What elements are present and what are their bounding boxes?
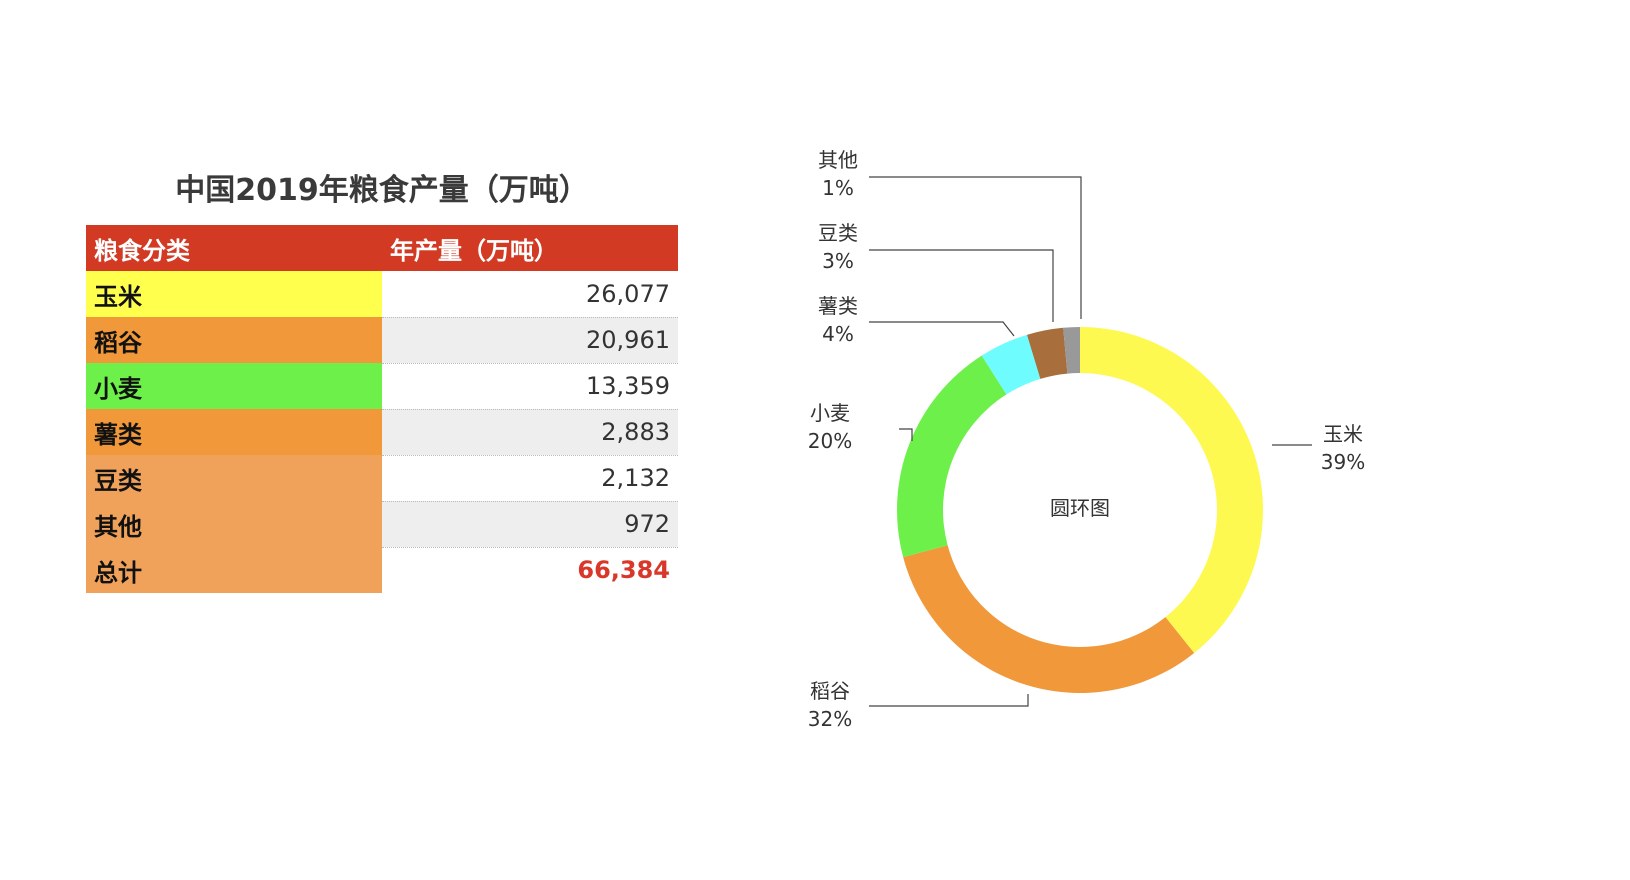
- slice-percent-label: 4%: [822, 322, 854, 346]
- slice-percent-label: 3%: [822, 249, 854, 273]
- slice-percent-label: 32%: [808, 707, 852, 731]
- slice-name-label: 其他: [818, 148, 858, 172]
- header-category: 粮食分类: [86, 225, 382, 271]
- slice-name-label: 薯类: [818, 294, 858, 318]
- row-value: 972: [382, 501, 678, 548]
- table-row: 小麦 13,359: [86, 363, 678, 410]
- table-row: 豆类 2,132: [86, 455, 678, 502]
- slice-labels: 玉米 39% 稻谷 32% 小麦 20% 薯类 4% 豆类 3% 其他 1%: [808, 148, 1365, 731]
- leader-line-3: [869, 321, 1015, 337]
- table-row: 薯类 2,883: [86, 409, 678, 456]
- row-value: 2,883: [382, 409, 678, 456]
- header-output: 年产量（万吨）: [382, 225, 678, 271]
- row-category: 薯类: [86, 409, 382, 455]
- row-category: 豆类: [86, 455, 382, 501]
- slice-name-label: 稻谷: [810, 679, 850, 703]
- leader-line-5: [869, 176, 1082, 319]
- donut-slice-3: [981, 334, 1041, 395]
- leader-line-1: [869, 694, 1029, 707]
- leader-line-4: [869, 249, 1054, 322]
- table-total-row: 总计 66,384: [86, 547, 678, 593]
- table-header-row: 粮食分类 年产量（万吨）: [86, 225, 678, 271]
- grain-table: 粮食分类 年产量（万吨） 玉米 26,077 稻谷 20,961 小麦 13,3…: [86, 225, 678, 593]
- slice-name-label: 小麦: [810, 401, 850, 425]
- donut-slice-5: [1063, 327, 1080, 374]
- row-value: 13,359: [382, 363, 678, 410]
- total-category: 总计: [86, 547, 382, 593]
- row-value: 20,961: [382, 317, 678, 364]
- slice-name-label: 玉米: [1323, 422, 1363, 446]
- slice-name-label: 豆类: [818, 221, 858, 245]
- slice-percent-label: 1%: [822, 176, 854, 200]
- row-value: 26,077: [382, 271, 678, 318]
- total-value: 66,384: [382, 547, 678, 593]
- row-category: 小麦: [86, 363, 382, 409]
- table-title: 中国2019年粮食产量（万吨）: [175, 173, 589, 208]
- row-category: 其他: [86, 501, 382, 547]
- leader-lines: [869, 176, 1312, 707]
- table-row: 其他 972: [86, 501, 678, 548]
- donut-slice-0: [1080, 327, 1263, 654]
- row-value: 2,132: [382, 455, 678, 502]
- row-category: 玉米: [86, 271, 382, 317]
- center-label: 圆环图: [1050, 496, 1110, 520]
- donut-slice-4: [1027, 327, 1068, 379]
- donut-slice-1: [903, 545, 1195, 693]
- slice-percent-label: 20%: [808, 429, 852, 453]
- row-category: 稻谷: [86, 317, 382, 363]
- table-row: 稻谷 20,961: [86, 317, 678, 364]
- leader-line-2: [899, 428, 913, 441]
- donut-slices: [897, 327, 1263, 693]
- slice-percent-label: 39%: [1321, 450, 1365, 474]
- table-row: 玉米 26,077: [86, 271, 678, 318]
- donut-slice-2: [897, 355, 1007, 558]
